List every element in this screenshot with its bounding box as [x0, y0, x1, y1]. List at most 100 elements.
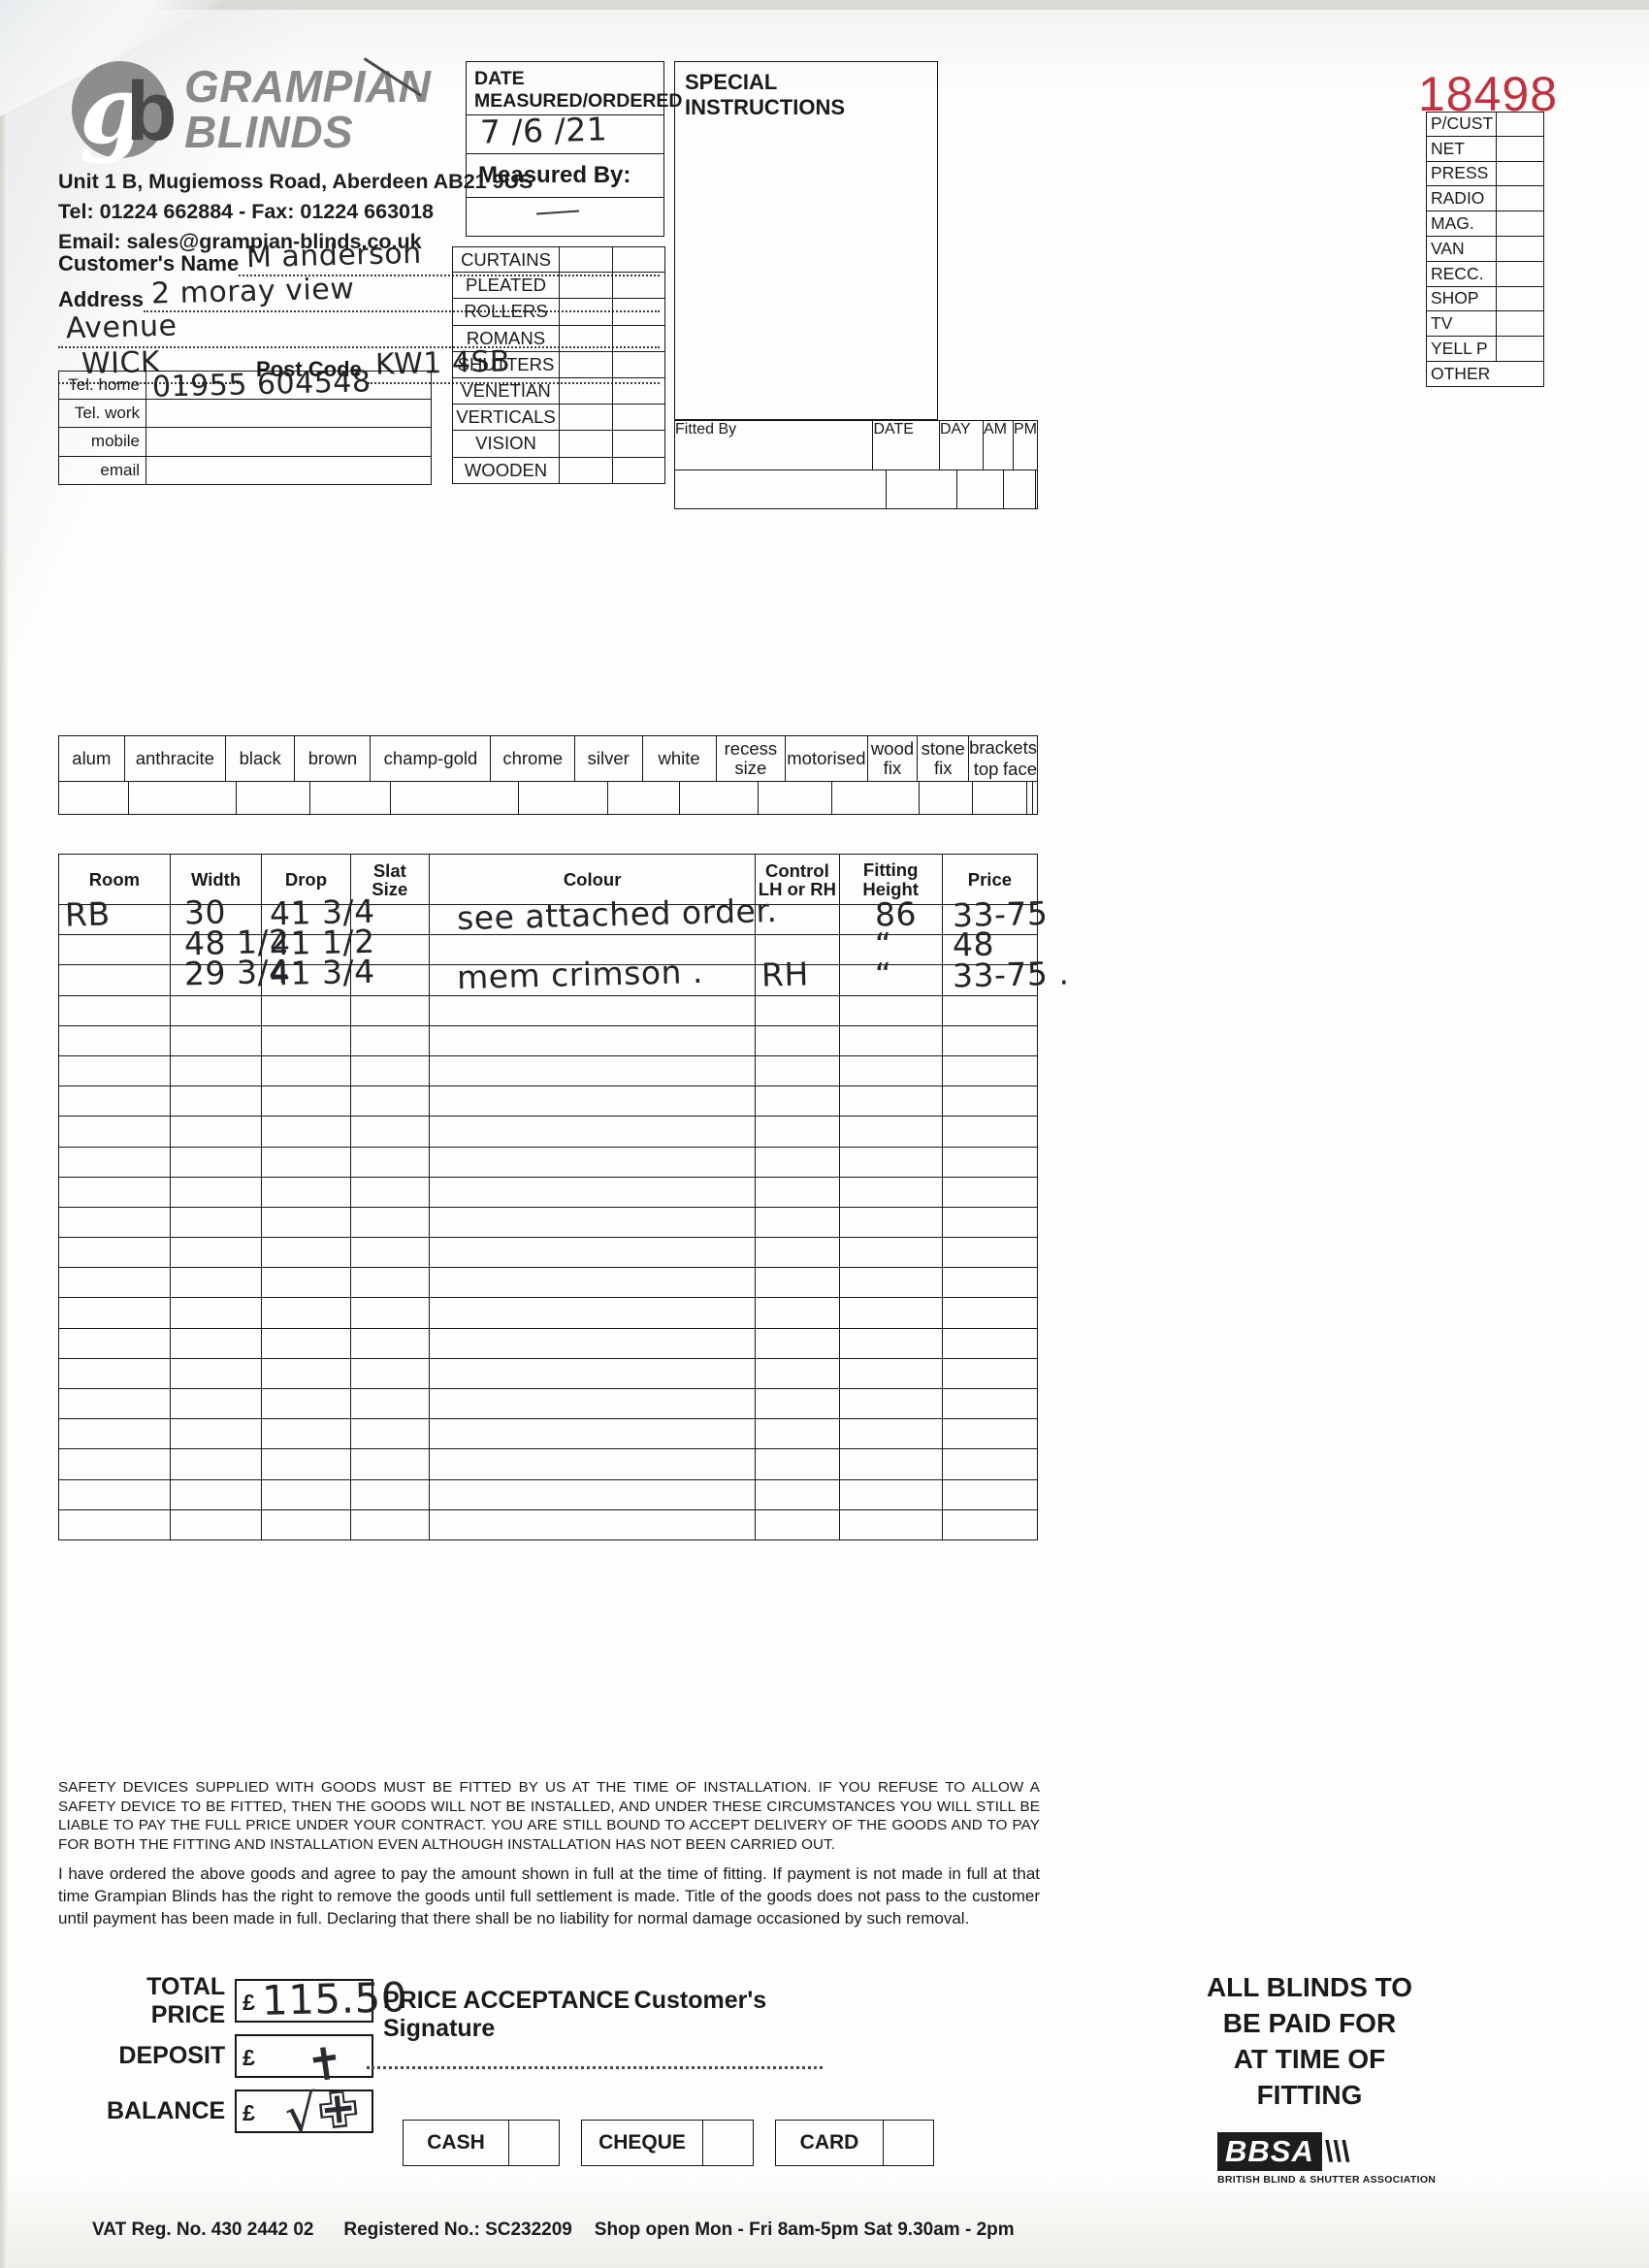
- order-cell-fitting-height[interactable]: [838, 1206, 943, 1239]
- order-cell-price[interactable]: 33-75 .: [941, 955, 1070, 996]
- measured-by-field[interactable]: [467, 197, 663, 236]
- order-cell-fitting-height[interactable]: [838, 1508, 943, 1540]
- referral-row[interactable]: SHOP: [1426, 286, 1544, 312]
- option-cell-motorised[interactable]: [831, 782, 919, 815]
- order-cell-room[interactable]: [58, 994, 171, 1026]
- order-cell-slat[interactable]: [349, 1237, 431, 1269]
- order-cell-control[interactable]: [755, 903, 840, 936]
- option-cell-chrome[interactable]: [518, 782, 607, 815]
- order-cell-width[interactable]: [169, 1297, 263, 1329]
- referral-row[interactable]: NET: [1426, 136, 1544, 162]
- order-cell-price[interactable]: [941, 1508, 1039, 1540]
- order-cell-fitting-height[interactable]: [838, 1448, 943, 1480]
- order-cell-fitting-height[interactable]: [838, 1327, 943, 1359]
- order-cell-slat[interactable]: [349, 1085, 431, 1118]
- deposit-field[interactable]: £ ✝: [235, 2034, 373, 2092]
- order-cell-colour[interactable]: mem crimson .: [429, 953, 757, 996]
- order-cell-control[interactable]: [755, 1237, 840, 1269]
- order-cell-control[interactable]: [755, 1054, 840, 1087]
- order-cell-fitting-height[interactable]: “: [838, 956, 943, 996]
- order-cell-control[interactable]: [755, 934, 840, 966]
- customer-address2-field[interactable]: Avenue: [58, 309, 660, 348]
- order-cell-control[interactable]: [755, 1116, 840, 1148]
- order-cell-colour[interactable]: [429, 1116, 757, 1148]
- order-cell-colour[interactable]: [429, 1206, 757, 1239]
- option-cell-wood-fix[interactable]: [919, 782, 972, 815]
- order-cell-control[interactable]: [755, 1478, 840, 1510]
- blind-type-row[interactable]: VISION: [452, 431, 665, 458]
- order-cell-colour[interactable]: [429, 1508, 757, 1540]
- order-cell-slat[interactable]: [349, 1206, 431, 1239]
- order-cell-slat[interactable]: [349, 1176, 431, 1208]
- order-cell-room[interactable]: [58, 1478, 171, 1510]
- order-cell-width[interactable]: 29 3/4: [169, 953, 290, 996]
- order-cell-width[interactable]: [169, 1206, 263, 1239]
- referral-row[interactable]: YELL P: [1426, 337, 1544, 362]
- payment-card-checkbox[interactable]: [884, 2120, 934, 2166]
- contact-value-field[interactable]: [146, 428, 431, 456]
- order-cell-drop[interactable]: [261, 1024, 351, 1056]
- order-cell-price[interactable]: [941, 1387, 1039, 1420]
- order-cell-price[interactable]: [941, 1054, 1039, 1087]
- order-cell-control[interactable]: [755, 1146, 840, 1178]
- fitted-by-value-date[interactable]: [887, 470, 957, 508]
- order-cell-width[interactable]: [169, 1327, 263, 1359]
- blind-type-row[interactable]: SHUTTERS: [452, 351, 665, 378]
- option-cell-anthracite[interactable]: [128, 782, 236, 815]
- order-cell-slat[interactable]: [349, 1054, 431, 1087]
- blind-type-row[interactable]: VERTICALS: [452, 405, 665, 432]
- order-cell-colour[interactable]: [429, 1176, 757, 1208]
- order-cell-slat[interactable]: [349, 1357, 431, 1390]
- order-cell-price[interactable]: [941, 1116, 1039, 1148]
- order-cell-price[interactable]: [941, 1478, 1039, 1510]
- order-cell-control[interactable]: [755, 1297, 840, 1329]
- order-cell-room[interactable]: [58, 1176, 171, 1208]
- order-cell-colour[interactable]: [429, 1085, 757, 1118]
- order-cell-price[interactable]: [941, 1297, 1039, 1329]
- order-cell-fitting-height[interactable]: [838, 1357, 943, 1390]
- order-cell-fitting-height[interactable]: [838, 1267, 943, 1299]
- order-cell-price[interactable]: 33-75: [941, 894, 1049, 936]
- order-cell-control[interactable]: [755, 1508, 840, 1540]
- order-cell-control[interactable]: [755, 994, 840, 1026]
- order-cell-fitting-height[interactable]: [838, 1387, 943, 1420]
- option-cell-brackets-top[interactable]: [1027, 782, 1033, 814]
- order-cell-drop[interactable]: [261, 1508, 351, 1540]
- fitted-by-value-am[interactable]: [1004, 470, 1036, 508]
- order-cell-colour[interactable]: [429, 1418, 757, 1450]
- order-cell-control[interactable]: [755, 1024, 840, 1056]
- order-cell-room[interactable]: [58, 1085, 171, 1118]
- order-cell-room[interactable]: [58, 1146, 171, 1178]
- order-cell-room[interactable]: [58, 1267, 171, 1299]
- referral-row[interactable]: TV: [1426, 311, 1544, 338]
- blind-type-row[interactable]: ROMANS: [452, 325, 665, 352]
- contact-value-field[interactable]: [146, 400, 431, 428]
- referral-row[interactable]: RADIO: [1426, 186, 1544, 212]
- order-cell-control[interactable]: [755, 1418, 840, 1450]
- order-cell-room[interactable]: [58, 1297, 171, 1329]
- order-cell-price[interactable]: [941, 1418, 1039, 1450]
- order-cell-room[interactable]: [58, 1418, 171, 1450]
- order-cell-width[interactable]: 48 1/2: [169, 923, 290, 966]
- order-cell-drop[interactable]: [261, 1085, 351, 1118]
- order-cell-drop[interactable]: [261, 1448, 351, 1480]
- order-cell-width[interactable]: [169, 1146, 263, 1178]
- fitted-by-value-fitter[interactable]: [675, 470, 887, 508]
- order-cell-control[interactable]: [755, 1206, 840, 1239]
- date-value-field[interactable]: 7 /6 /21: [467, 110, 663, 153]
- referral-row[interactable]: OTHER: [1426, 361, 1544, 387]
- order-cell-slat[interactable]: [349, 1116, 431, 1148]
- order-cell-colour[interactable]: [429, 1237, 757, 1269]
- order-cell-room[interactable]: RB: [58, 894, 171, 936]
- total-price-field[interactable]: £ 115.50: [235, 1973, 408, 2025]
- order-cell-colour[interactable]: [429, 1146, 757, 1178]
- order-cell-width[interactable]: [169, 1054, 263, 1087]
- order-cell-price[interactable]: [941, 1024, 1039, 1056]
- referral-row[interactable]: VAN: [1426, 236, 1544, 262]
- order-cell-room[interactable]: [58, 1237, 171, 1269]
- order-cell-price[interactable]: [941, 994, 1039, 1026]
- option-cell-alum[interactable]: [58, 782, 128, 815]
- order-cell-width[interactable]: [169, 1237, 263, 1269]
- order-cell-drop[interactable]: [261, 1267, 351, 1299]
- order-cell-control[interactable]: [755, 1448, 840, 1480]
